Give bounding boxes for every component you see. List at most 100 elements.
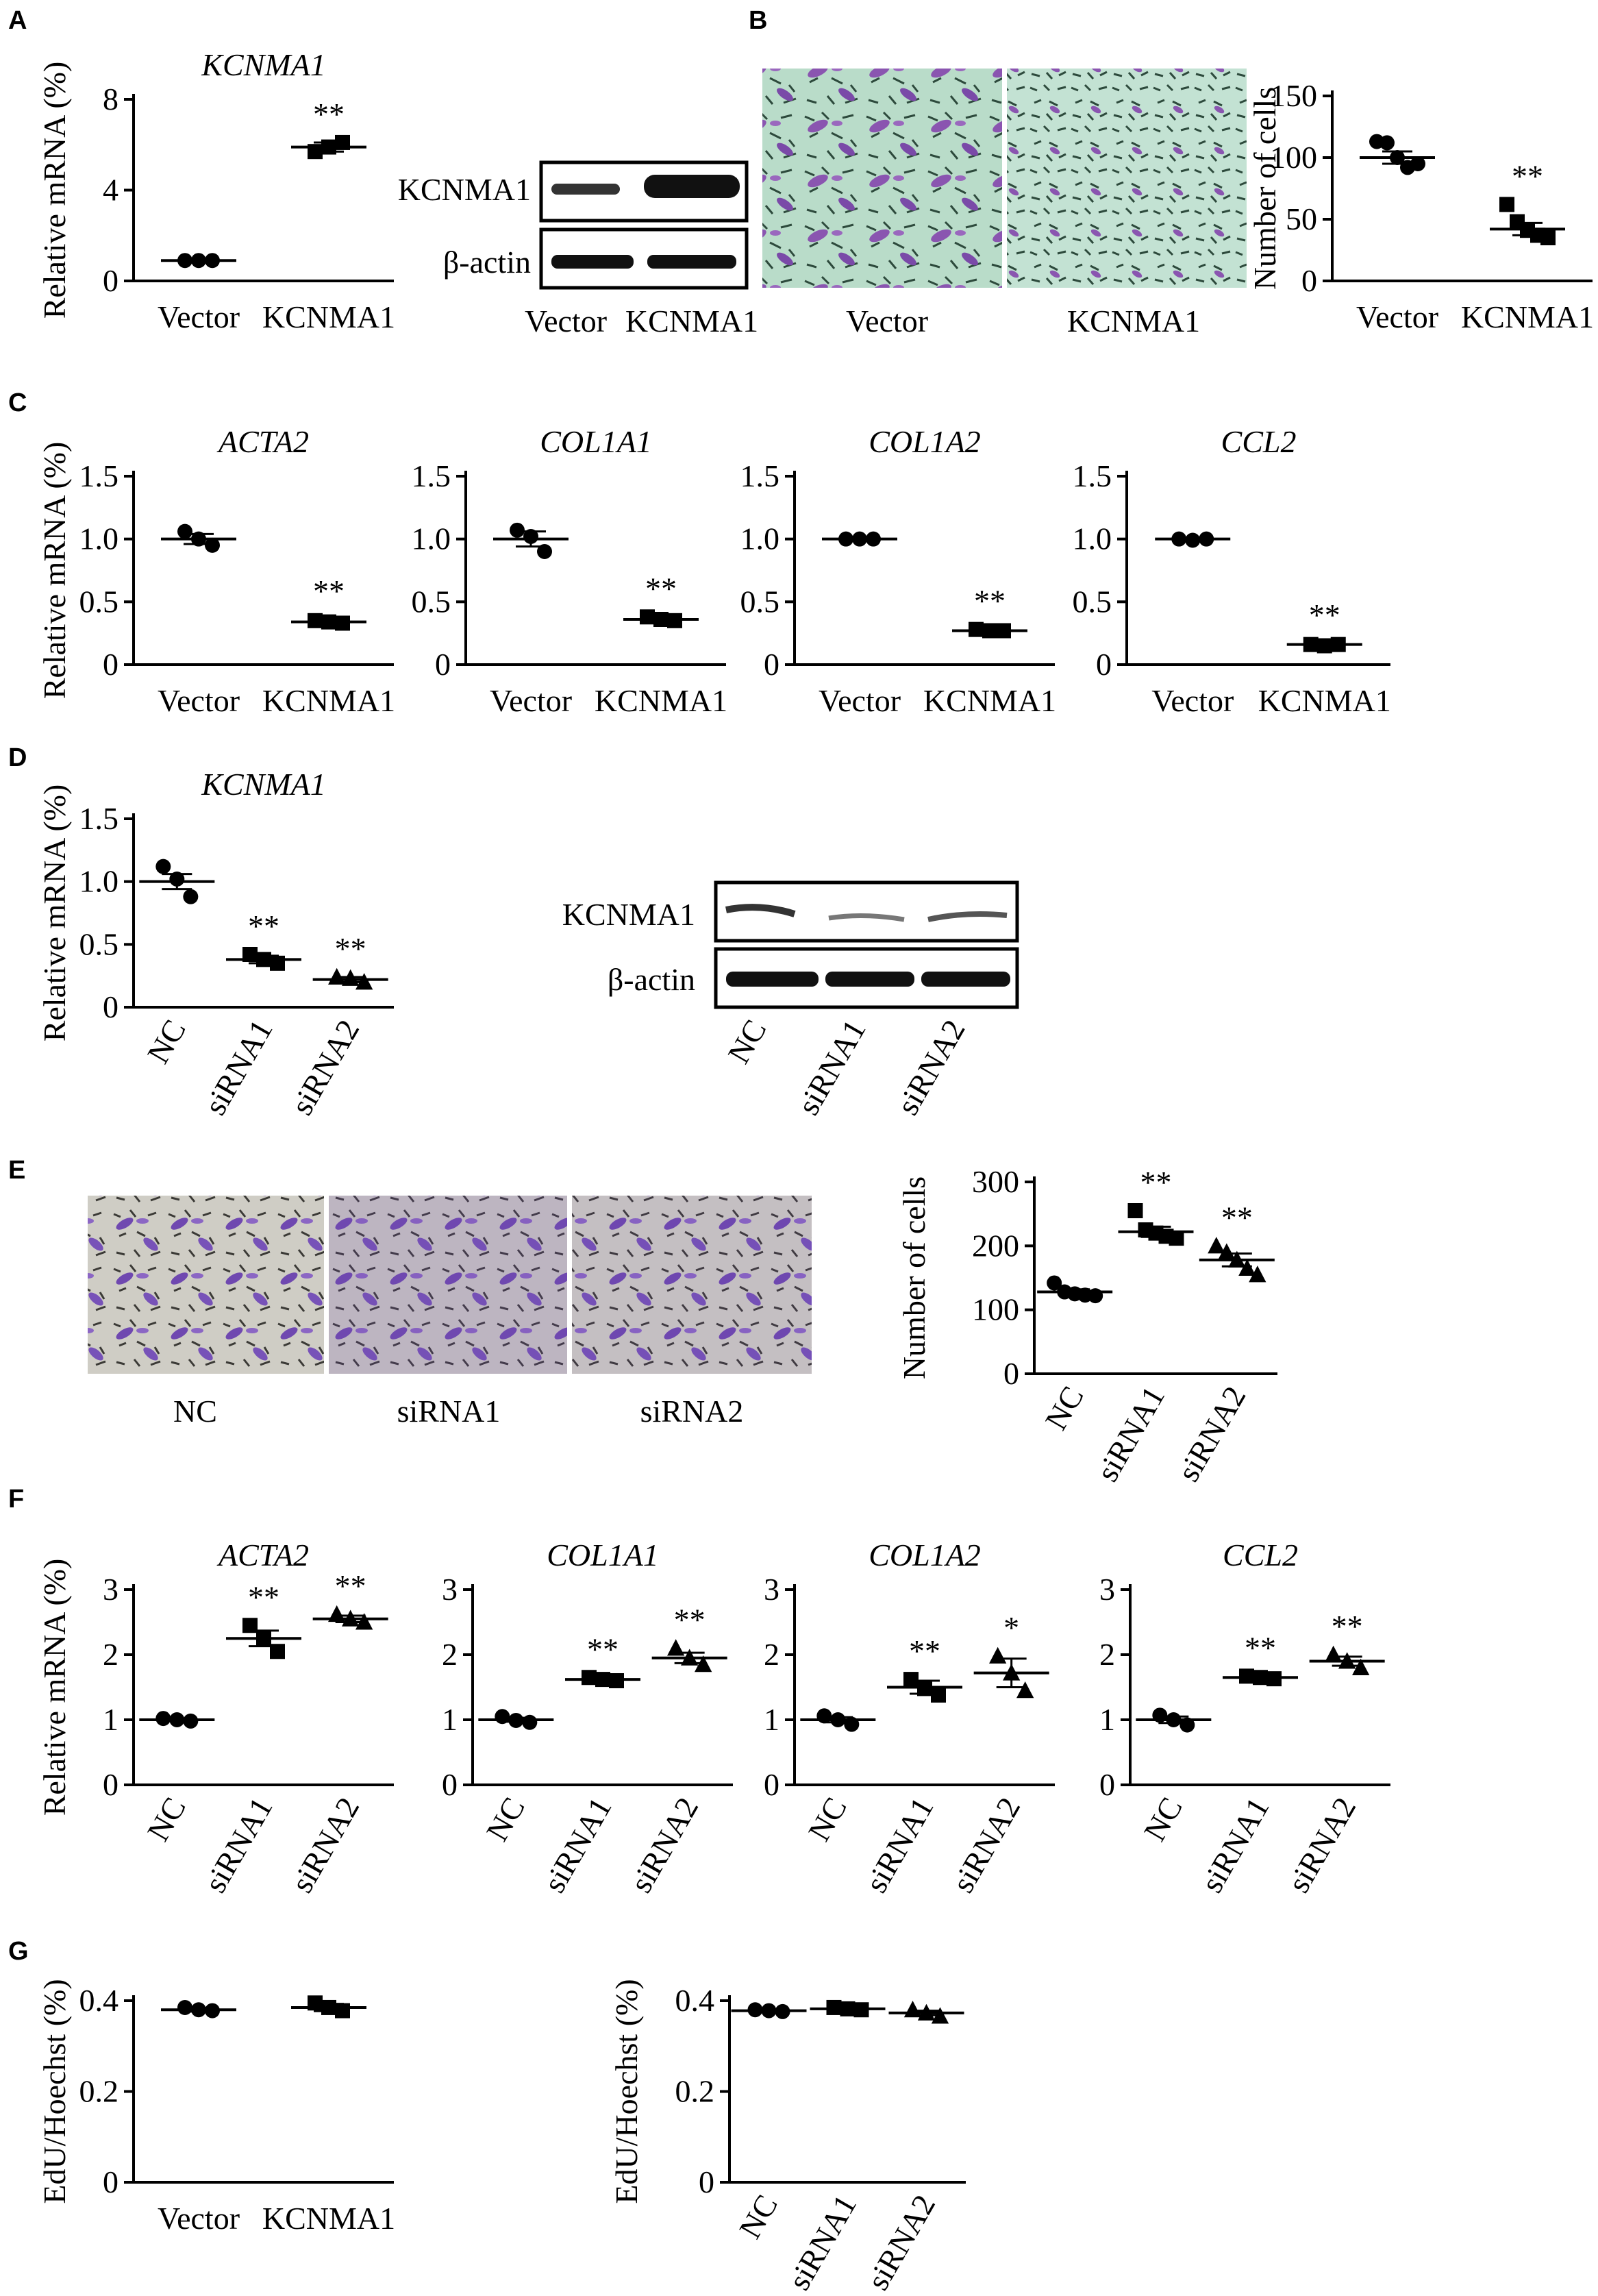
x-tick-label: siRNA2	[623, 1792, 706, 1899]
x-tick-label: Vector	[819, 683, 901, 718]
data-point	[826, 1999, 842, 2015]
data-point	[903, 1672, 919, 1688]
data-point	[155, 1711, 171, 1727]
x-tick-label: Vector	[158, 299, 240, 334]
data-point	[667, 1639, 685, 1656]
micrograph-sirna1	[329, 1196, 567, 1374]
data-point	[969, 621, 984, 637]
y-tick-label: 2	[764, 1637, 779, 1672]
data-point	[242, 1618, 258, 1633]
western-blot-d: KCNMA1 β-actin NC siRNA1 siRNA2	[562, 880, 1019, 1121]
data-point	[328, 967, 346, 985]
data-point	[1016, 1681, 1034, 1699]
blot-a-band	[551, 184, 620, 195]
significance-marker: **	[1309, 597, 1340, 632]
blot-a-band	[551, 255, 634, 269]
data-point	[335, 2003, 350, 2019]
data-point	[355, 1613, 373, 1630]
y-tick-label: 0.5	[740, 584, 780, 619]
data-point	[335, 615, 350, 631]
data-point	[508, 1712, 524, 1728]
micrograph-sirna1-overlay	[329, 1196, 567, 1374]
data-point	[1410, 156, 1425, 171]
micrograph-nc	[88, 1196, 324, 1374]
blot-a-lane-kcnma1: KCNMA1	[625, 304, 758, 338]
x-tick-label: siRNA1	[858, 1792, 940, 1899]
data-point	[982, 623, 997, 639]
data-point	[1249, 1266, 1266, 1283]
y-tick-label: 1	[1099, 1702, 1115, 1737]
data-point	[270, 955, 285, 971]
data-point	[1239, 1668, 1254, 1684]
data-point	[191, 253, 206, 269]
significance-marker: **	[587, 1631, 619, 1666]
data-point	[256, 952, 271, 967]
data-point	[335, 134, 350, 150]
data-point	[853, 2002, 869, 2018]
data-point	[1390, 150, 1405, 165]
data-point	[342, 969, 360, 986]
chart-title: CCL2	[1223, 1538, 1298, 1572]
data-point	[355, 973, 373, 990]
blot-d-band	[825, 972, 914, 987]
y-tick-label: 0	[442, 1767, 458, 1802]
data-point	[775, 2003, 790, 2019]
y-tick-label: 0	[699, 2164, 714, 2199]
data-point	[1171, 531, 1187, 547]
y-tick-label: 1.0	[740, 521, 780, 556]
data-point	[1185, 532, 1201, 548]
data-point	[169, 1712, 185, 1727]
significance-marker: **	[909, 1633, 940, 1668]
x-tick-label: siRNA1	[197, 1792, 279, 1899]
y-tick-label: 3	[764, 1572, 779, 1607]
data-point	[640, 609, 655, 625]
data-point	[1379, 135, 1395, 151]
chart-title: KCNMA1	[201, 47, 325, 82]
y-tick-label: 1	[442, 1702, 458, 1737]
chart-f1: 0 1 2 3 ACTA2 Relative mRNA (%) NC siRNA1 ** siRN…	[37, 1538, 394, 1899]
y-axis-label: Number of cells	[1247, 87, 1282, 290]
data-point	[931, 2007, 949, 2024]
y-tick-label: 0.5	[412, 584, 451, 619]
y-tick-label: 100	[1270, 140, 1317, 175]
micrograph-b-label-vector: Vector	[846, 304, 928, 338]
y-tick-label: 200	[972, 1228, 1019, 1263]
y-axis-label: Relative mRNA (%)	[37, 442, 72, 700]
y-tick-label: 0	[103, 2164, 118, 2199]
data-point	[903, 2001, 922, 2018]
x-tick-label: NC	[479, 1792, 532, 1847]
significance-marker: **	[248, 909, 279, 943]
blot-d-band	[725, 904, 796, 917]
chart-title: ACTA2	[216, 1538, 309, 1572]
data-point	[830, 1712, 846, 1727]
x-tick-label: NC	[732, 2189, 784, 2245]
y-tick-label: 0	[764, 647, 779, 682]
chart-title: COL1A2	[869, 424, 981, 459]
data-point	[177, 523, 192, 539]
y-tick-label: 0	[1003, 1356, 1019, 1391]
y-tick-label: 0	[103, 989, 118, 1024]
blot-a-label-kcnma1: KCNMA1	[398, 172, 531, 207]
x-tick-label: KCNMA1	[1461, 299, 1594, 334]
data-point	[595, 1672, 610, 1688]
data-point	[844, 1716, 860, 1732]
data-point	[838, 531, 853, 547]
x-tick-label: Vector	[158, 683, 240, 718]
y-tick-label: 300	[972, 1164, 1019, 1199]
x-tick-label: KCNMA1	[262, 2201, 395, 2236]
x-tick-label: KCNMA1	[923, 683, 1056, 718]
data-point	[917, 1681, 932, 1696]
data-point	[177, 253, 192, 269]
data-point	[537, 544, 552, 559]
chart-title: COL1A2	[869, 1538, 981, 1572]
blot-a-label-actin: β-actin	[443, 245, 531, 280]
y-tick-label: 2	[442, 1637, 458, 1672]
panel-label-g: G	[8, 1937, 29, 1966]
blot-d-label-kcnma1: KCNMA1	[562, 897, 695, 932]
data-point	[205, 537, 220, 553]
blot-d-band	[828, 913, 905, 922]
data-point	[155, 859, 171, 874]
chart-title: COL1A1	[540, 424, 652, 459]
data-point	[183, 889, 199, 904]
